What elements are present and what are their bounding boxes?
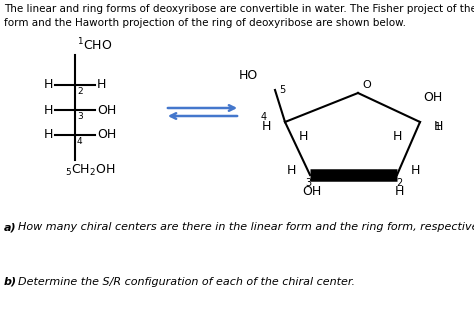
Text: H: H xyxy=(44,129,53,142)
Text: 1: 1 xyxy=(435,122,441,132)
Text: O: O xyxy=(362,80,371,90)
Text: Determine the S/R configuration of each of the chiral center.: Determine the S/R configuration of each … xyxy=(18,277,355,287)
Text: b): b) xyxy=(4,277,17,287)
Text: OH: OH xyxy=(423,91,442,104)
Text: H: H xyxy=(434,120,443,133)
Text: H: H xyxy=(44,78,53,92)
Text: 3: 3 xyxy=(77,112,83,121)
Text: HO: HO xyxy=(239,69,258,82)
Text: H: H xyxy=(394,185,404,198)
Text: 4: 4 xyxy=(261,112,267,122)
Text: OH: OH xyxy=(302,185,322,198)
Text: H: H xyxy=(287,165,296,178)
Text: $_5$CH$_2$OH: $_5$CH$_2$OH xyxy=(65,163,115,178)
Text: $^1$CHO: $^1$CHO xyxy=(77,36,112,53)
Text: H: H xyxy=(97,78,106,92)
Text: The linear and ring forms of deoxyribose are convertible in water. The Fisher pr: The linear and ring forms of deoxyribose… xyxy=(4,4,474,27)
Text: How many chiral centers are there in the linear form and the ring form, respecti: How many chiral centers are there in the… xyxy=(18,222,474,232)
Text: a): a) xyxy=(4,222,17,232)
Text: H: H xyxy=(262,120,271,133)
Text: 5: 5 xyxy=(279,85,285,95)
Text: 4: 4 xyxy=(77,137,82,146)
Text: OH: OH xyxy=(97,104,116,117)
Text: H: H xyxy=(299,130,309,143)
Text: OH: OH xyxy=(97,129,116,142)
Text: H: H xyxy=(411,165,420,178)
Text: 2: 2 xyxy=(396,178,402,188)
Text: H: H xyxy=(392,130,402,143)
Text: 3: 3 xyxy=(305,178,311,188)
Text: H: H xyxy=(44,104,53,117)
Text: 2: 2 xyxy=(77,87,82,96)
